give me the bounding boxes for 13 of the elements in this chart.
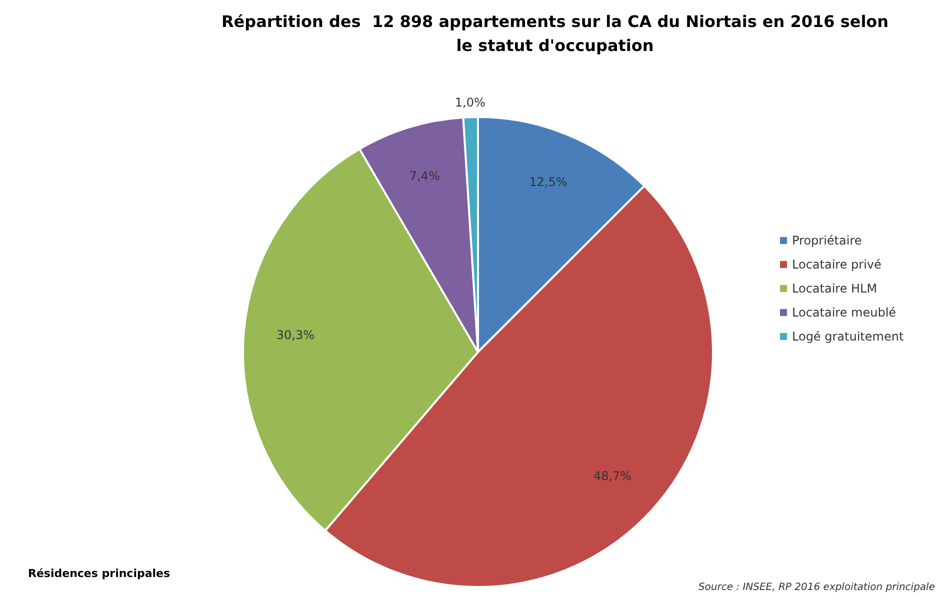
data-label: 12,5% [529, 174, 568, 189]
data-label: 30,3% [276, 328, 314, 342]
source-note: Source : INSEE, RP 2016 exploitation principale [698, 582, 935, 593]
text: Résidences principales [28, 567, 170, 580]
data-label: 48,7% [593, 468, 632, 483]
legend-label: Logé gratuitement [792, 329, 904, 344]
legend-label: Locataire HLM [792, 281, 878, 296]
data-label: 7,4% [409, 168, 440, 183]
data-label: 1,0% [454, 95, 486, 110]
legend-label: Propriétaire [792, 233, 862, 248]
chart-title: Répartition des 12 898 appartements sur la CA du Niortais en 2016 selon le statut d'occupation [221, 12, 889, 55]
legend-label: Locataire privé [792, 257, 882, 272]
legend-label: Locataire meublé [792, 305, 896, 320]
